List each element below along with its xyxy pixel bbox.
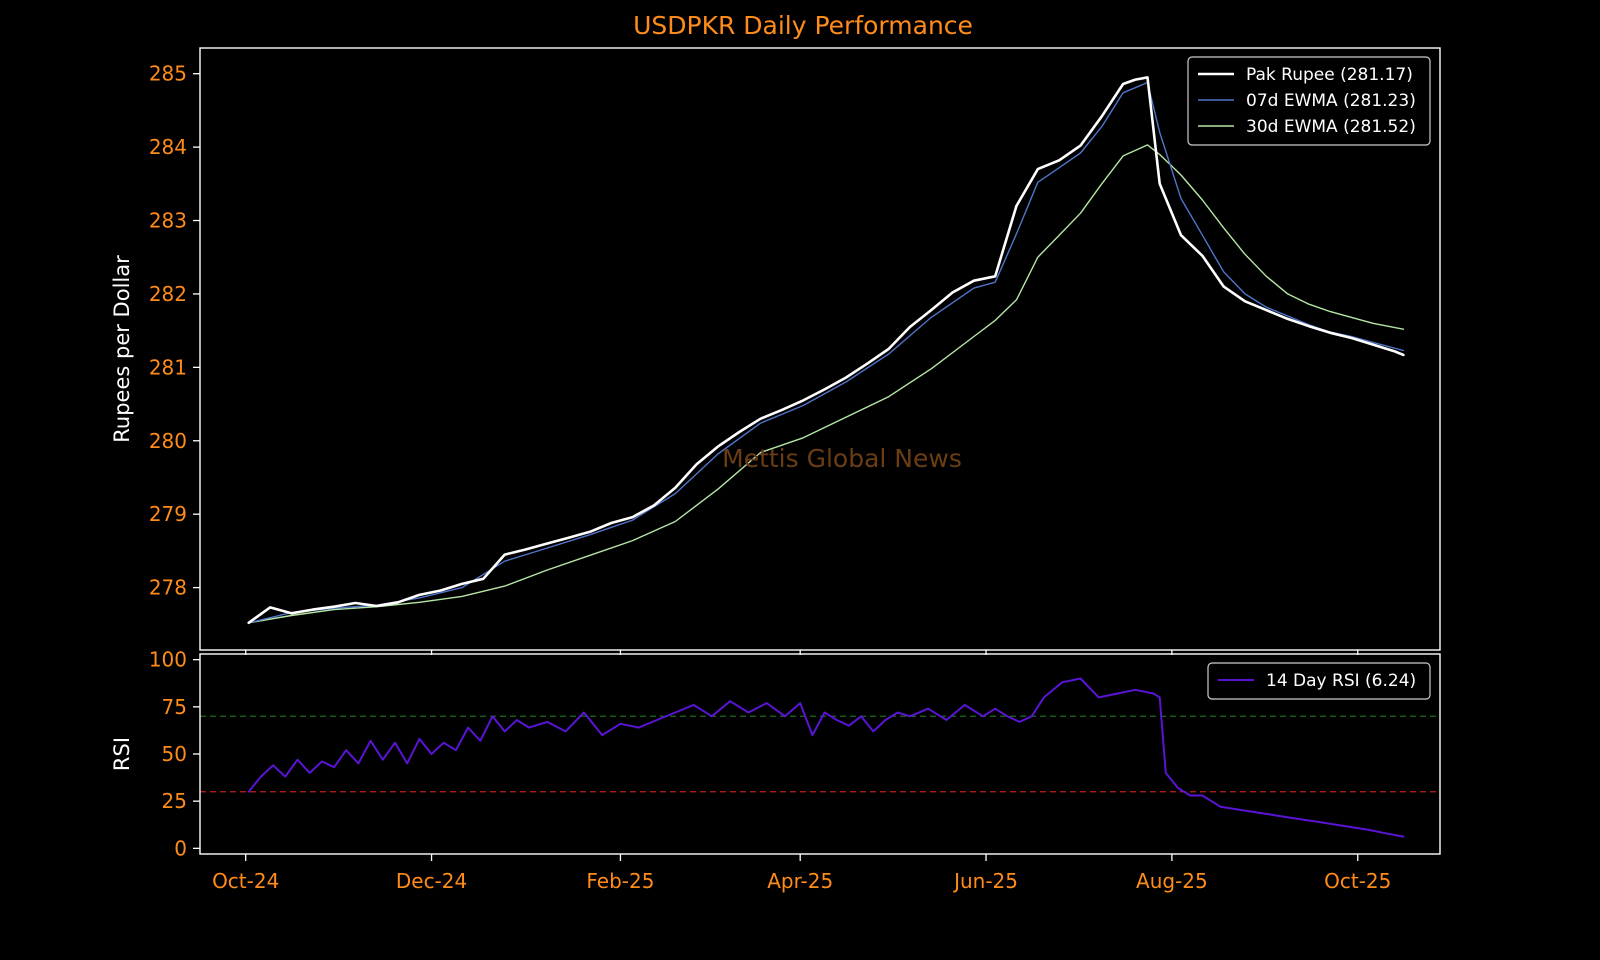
price-panel: 278 279 280 281 282 283 284 285 Rupees per Dolla… <box>110 47 1441 651</box>
price-legend-label-1: Pak Rupee (281.17) <box>1246 65 1413 85</box>
price-y-tick-label: 282 <box>149 282 187 306</box>
rsi-y-tick-label: 25 <box>162 789 187 813</box>
rsi-legend-label-1: 14 Day RSI (6.24) <box>1266 671 1416 691</box>
x-tick-label: Jun-25 <box>952 869 1018 893</box>
price-legend-box <box>1187 56 1431 146</box>
price-legend-label-3: 30d EWMA (281.52) <box>1246 117 1416 137</box>
rsi-y-tick-label: 100 <box>149 648 187 672</box>
x-tick-label: Apr-25 <box>767 869 833 893</box>
price-y-tick-label: 280 <box>149 429 187 453</box>
price-y-axis-title: Rupees per Dollar <box>110 255 134 443</box>
rsi-y-axis-title: RSI <box>110 737 134 771</box>
price-frame <box>199 47 1441 651</box>
price-series-2-line <box>247 81 1405 624</box>
rsi-series-1-line <box>247 677 1405 838</box>
x-tick-label: Feb-25 <box>586 869 654 893</box>
chart-title: USDPKR Daily Performance <box>633 11 973 40</box>
watermark-text: Mettis Global News <box>722 444 962 473</box>
price-y-tick-label: 285 <box>149 62 187 86</box>
x-tick-label: Oct-25 <box>1324 869 1391 893</box>
price-y-tick-label: 283 <box>149 209 187 233</box>
price-y-tick-label: 281 <box>149 355 187 379</box>
x-tick-label: Aug-25 <box>1136 869 1208 893</box>
rsi-y-tick-label: 75 <box>162 695 187 719</box>
rsi-panel: 0 25 50 75 100 RSI 14 Day RSI (6.24) <box>110 648 1441 860</box>
rsi-y-tick-label: 50 <box>162 742 187 766</box>
rsi-y-tick-label: 0 <box>174 836 187 860</box>
price-series-3-line <box>247 144 1405 624</box>
price-y-tick-label: 278 <box>149 576 187 600</box>
price-y-tick-label: 279 <box>149 502 187 526</box>
rsi-legend-box <box>1207 662 1431 700</box>
price-legend-label-2: 07d EWMA (281.23) <box>1246 91 1416 111</box>
x-axis: Oct-24 Dec-24 Feb-25 Apr-25 Jun-25 Aug-25 Oct-… <box>212 650 1391 893</box>
x-tick-label: Dec-24 <box>396 869 467 893</box>
price-y-tick-label: 284 <box>149 135 187 159</box>
x-tick-label: Oct-24 <box>212 869 279 893</box>
price-series-1-line <box>247 76 1405 625</box>
rsi-frame <box>199 653 1441 855</box>
